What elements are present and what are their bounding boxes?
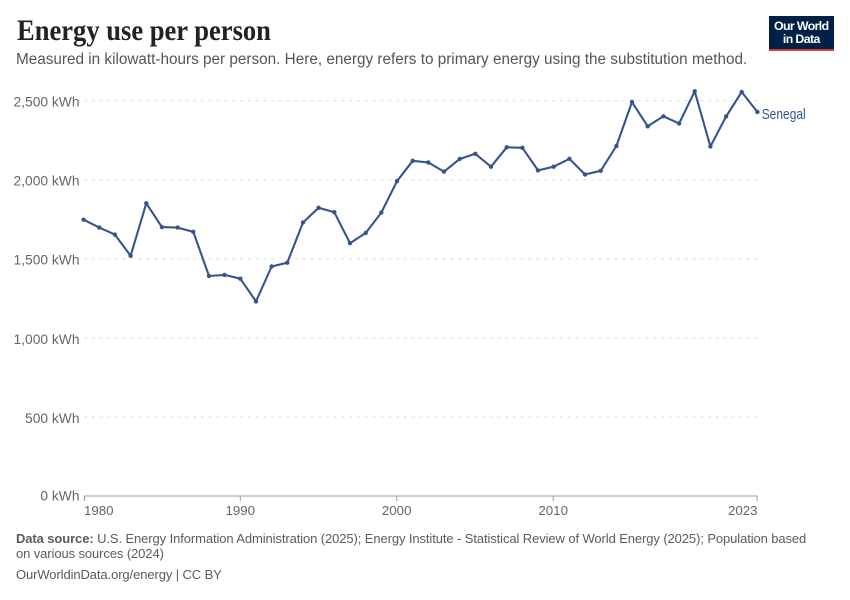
svg-text:1,000 kWh: 1,000 kWh xyxy=(14,332,80,347)
svg-text:2023: 2023 xyxy=(728,503,758,518)
svg-text:Senegal: Senegal xyxy=(762,107,806,123)
svg-text:500 kWh: 500 kWh xyxy=(25,411,79,426)
svg-text:2,500 kWh: 2,500 kWh xyxy=(14,95,80,110)
svg-text:1,500 kWh: 1,500 kWh xyxy=(14,253,80,268)
svg-text:0 kWh: 0 kWh xyxy=(40,489,79,504)
svg-text:2000: 2000 xyxy=(382,503,412,518)
svg-text:2,000 kWh: 2,000 kWh xyxy=(14,174,80,189)
svg-text:1990: 1990 xyxy=(226,503,256,518)
svg-text:1980: 1980 xyxy=(84,503,114,518)
svg-text:2010: 2010 xyxy=(538,503,568,518)
